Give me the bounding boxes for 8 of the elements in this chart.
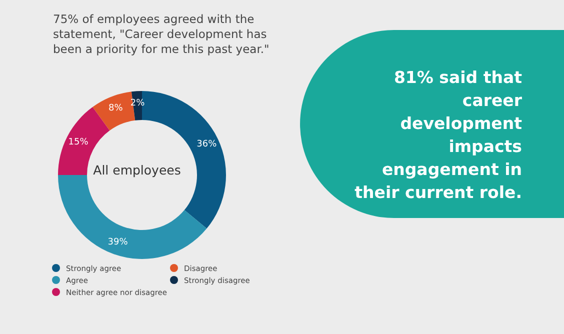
data-label: 15% [68, 138, 89, 148]
text: 81% said that career development impacts engagement in their current role. [354, 67, 522, 204]
data-label: 39% [108, 237, 128, 248]
donut-slice [58, 107, 110, 175]
text: All employees [93, 162, 181, 178]
data-label: 36% [196, 140, 218, 150]
chart-title: 75% of employees agreed with the statement, "Career development has been a priority for me this past year." [53, 12, 270, 57]
data-label: 8% [108, 104, 124, 114]
